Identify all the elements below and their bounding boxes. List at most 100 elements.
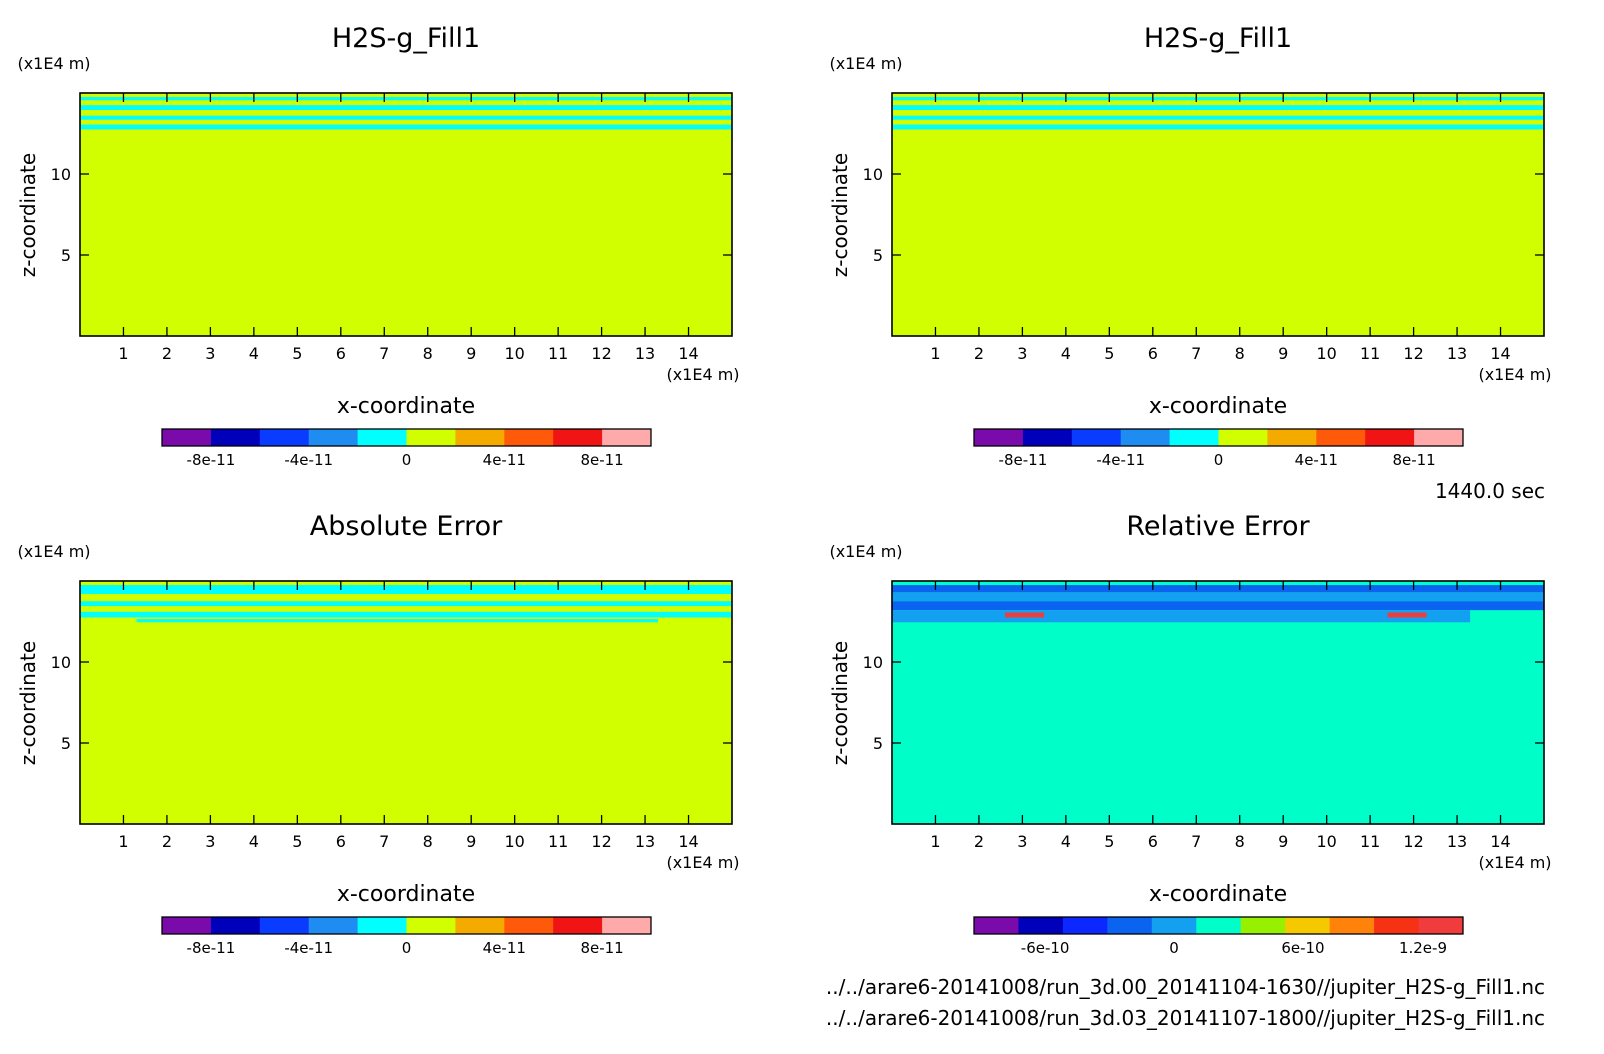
file-path-2: ../../arare6-20141008/run_3d.03_20141107… [826, 1006, 1545, 1030]
x-tick-label: 1 [118, 832, 128, 851]
plot-frame [891, 92, 1545, 337]
y-tick-label: 10 [863, 653, 883, 672]
field-background [80, 93, 732, 336]
chart-panel-top-right: H2S-g_Fill1 (x1E4 m) (x1E4 m) x-coordinate z… [828, 23, 1552, 469]
y-axis-label: z-coordinate [828, 641, 852, 765]
x-tick-label: 13 [635, 832, 655, 851]
x-tick-label: 8 [1235, 832, 1245, 851]
x-tick-label: 10 [1316, 344, 1336, 363]
field-band [80, 105, 732, 111]
colorbar-segment [1151, 917, 1197, 934]
x-tick-label: 13 [1447, 832, 1467, 851]
colorbar-segment [162, 429, 212, 446]
colorbar-segment [1240, 917, 1286, 934]
field-band [892, 124, 1544, 130]
colorbar-frame [161, 916, 652, 935]
x-tick-label: 5 [1104, 344, 1114, 363]
y-tick-label: 5 [873, 734, 883, 753]
field-band [892, 97, 1544, 101]
colorbar-segment [308, 917, 359, 934]
field-band [892, 115, 1544, 120]
chart-panel-bottom-right: Relative Error (x1E4 m) (x1E4 m) x-coordina… [828, 511, 1552, 957]
x-tick-label: 5 [1104, 832, 1114, 851]
y-unit-label: (x1E4 m) [17, 54, 90, 73]
colorbar-segment [1418, 917, 1464, 934]
x-tick-label: 6 [1148, 832, 1158, 851]
colorbar-frame [973, 428, 1464, 447]
colorbar-segment [308, 429, 359, 446]
y-unit-label: (x1E4 m) [829, 542, 902, 561]
x-tick-label: 7 [1191, 832, 1201, 851]
colorbar-segment [1414, 429, 1464, 446]
colorbar-tick-label: 0 [1169, 939, 1179, 957]
colorbar-tick-label: 4e-11 [483, 939, 526, 957]
colorbar-segment [162, 917, 212, 934]
field-band [1005, 612, 1045, 618]
colorbar-segment [553, 917, 603, 934]
y-tick-label: 10 [51, 165, 71, 184]
x-unit-label: (x1E4 m) [666, 365, 739, 384]
y-axis-label: z-coordinate [16, 153, 40, 277]
x-tick-label: 13 [1447, 344, 1467, 363]
colorbar-segment [259, 917, 310, 934]
x-tick-label: 4 [1061, 832, 1071, 851]
field-band [80, 115, 732, 120]
colorbar-tick-label: -4e-11 [1096, 451, 1145, 469]
x-tick-label: 11 [1360, 832, 1380, 851]
field-band [80, 124, 732, 130]
x-tick-label: 6 [336, 344, 346, 363]
field-band [892, 610, 1471, 623]
colorbar-segment [259, 429, 310, 446]
colorbar-tick-label: -8e-11 [187, 939, 236, 957]
chart-title: H2S-g_Fill1 [332, 23, 480, 54]
colorbar-segment [974, 429, 1024, 446]
x-axis-label: x-coordinate [1149, 882, 1287, 907]
colorbar-tick-label: 8e-11 [580, 939, 623, 957]
colorbar-segment [1022, 429, 1073, 446]
field-band [80, 97, 732, 101]
x-tick-label: 9 [466, 832, 476, 851]
x-tick-label: 3 [1017, 832, 1027, 851]
file-path-1: ../../arare6-20141008/run_3d.00_20141104… [826, 975, 1545, 999]
chart-panel-top-left: H2S-g_Fill1 (x1E4 m) (x1E4 m) x-coordinate z… [16, 23, 740, 469]
x-tick-label: 2 [974, 832, 984, 851]
field-background [80, 581, 732, 824]
colorbar-segment [504, 917, 554, 934]
y-axis-label: z-coordinate [16, 641, 40, 765]
x-tick-label: 10 [504, 832, 524, 851]
x-tick-label: 12 [591, 832, 611, 851]
x-tick-label: 7 [379, 344, 389, 363]
colorbar-tick-label: 8e-11 [1392, 451, 1435, 469]
colorbar-tick-label: -4e-11 [284, 451, 333, 469]
x-tick-label: 14 [1490, 832, 1510, 851]
x-tick-label: 12 [591, 344, 611, 363]
field-band [136, 619, 659, 623]
y-unit-label: (x1E4 m) [829, 54, 902, 73]
x-tick-label: 2 [974, 344, 984, 363]
x-tick-label: 7 [379, 832, 389, 851]
colorbar-segment [1267, 429, 1317, 446]
y-tick-label: 5 [61, 246, 71, 265]
colorbar-segment [1365, 429, 1415, 446]
x-unit-label: (x1E4 m) [1478, 365, 1551, 384]
field-band [892, 592, 1544, 602]
colorbar-segment [1120, 429, 1171, 446]
x-tick-label: 9 [1278, 832, 1288, 851]
colorbar-tick-label: 4e-11 [483, 451, 526, 469]
time-label: 1440.0 sec [1435, 479, 1545, 503]
x-tick-label: 13 [635, 344, 655, 363]
colorbar-segment [1169, 429, 1219, 446]
plot-frame [79, 92, 733, 337]
colorbar-segment [1329, 917, 1375, 934]
field-band [80, 611, 732, 618]
x-tick-label: 1 [930, 344, 940, 363]
x-tick-label: 6 [336, 832, 346, 851]
x-tick-label: 8 [423, 344, 433, 363]
colorbar-tick-label: -6e-10 [1021, 939, 1070, 957]
colorbar-tick-label: 0 [1214, 451, 1224, 469]
x-tick-label: 10 [1316, 832, 1336, 851]
chart-title: H2S-g_Fill1 [1144, 23, 1292, 54]
chart-title: Relative Error [1126, 511, 1310, 542]
y-axis-label: z-coordinate [828, 153, 852, 277]
colorbar-segment [455, 917, 505, 934]
